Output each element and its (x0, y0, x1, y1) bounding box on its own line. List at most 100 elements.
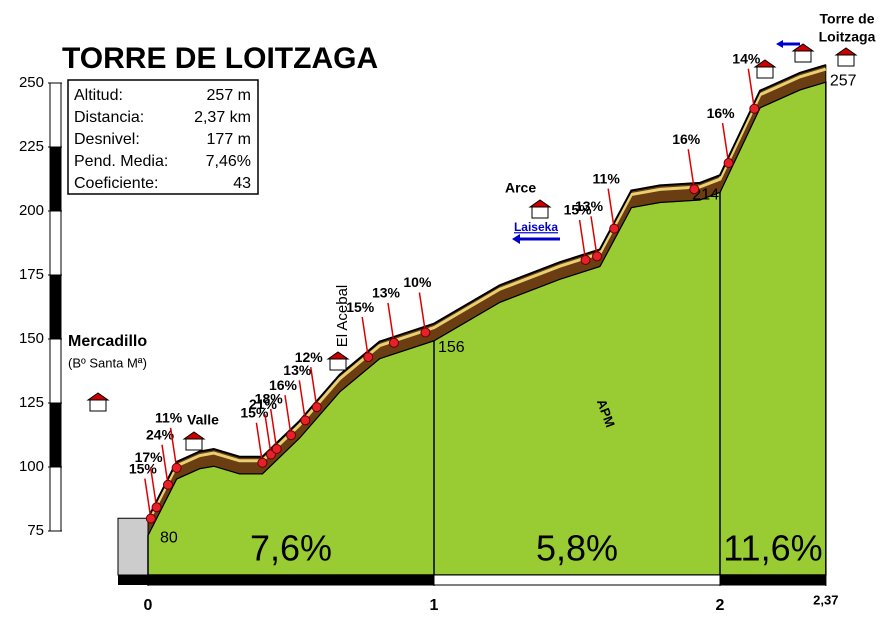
y-tick-label: 250 (19, 74, 44, 91)
grade-leader (144, 478, 152, 519)
y-axis-bar (49, 338, 62, 404)
x-tick-label: 0 (144, 597, 153, 614)
house-icon (794, 50, 812, 63)
stat-label: Desnivel: (74, 131, 140, 148)
grade-label: 15% (129, 460, 158, 476)
x-tick-label: 2,37 (813, 592, 838, 607)
arrow-head (776, 40, 783, 48)
stats-box (67, 79, 259, 195)
section-gradient: 7,6% (250, 528, 332, 569)
grade-leader (387, 302, 395, 343)
y-axis-bar (49, 146, 62, 212)
grade-dot (723, 158, 734, 169)
section-gradient: 5,8% (536, 528, 618, 569)
grade-dot (749, 103, 760, 114)
grade-label: 11% (155, 410, 183, 426)
grade-label: 13% (575, 198, 604, 214)
house-icon (531, 206, 549, 219)
stat-label: Pend. Media: (74, 153, 168, 170)
house-icon (185, 438, 203, 451)
y-tick-label: 125 (19, 394, 44, 411)
place-label: El Acebal (334, 285, 351, 348)
grade-dot (286, 430, 296, 441)
grade-dot (420, 327, 431, 338)
grade-leader (361, 316, 369, 358)
grade-label: 15% (564, 202, 593, 218)
grade-leader (149, 467, 158, 508)
house-icon (89, 399, 107, 412)
grade-leader (607, 188, 615, 229)
grade-leader (284, 395, 292, 436)
place-label: Laiseka (514, 220, 558, 234)
place-label: (Bº Santa Mª) (68, 355, 147, 370)
stat-label: Altitud: (74, 87, 123, 104)
x-tick-label: 1 (430, 597, 439, 614)
grade-dot (363, 352, 374, 363)
altitude-label: 257 (830, 72, 857, 89)
altitude-label: 80 (160, 529, 178, 546)
grade-dot (257, 457, 268, 468)
stat-value: 257 m (207, 87, 251, 104)
arrow-head (512, 234, 520, 244)
grade-dot (163, 479, 174, 490)
y-tick-label: 175 (19, 266, 44, 283)
profile-line (147, 64, 827, 519)
grade-label: 21% (249, 396, 278, 412)
house-icon (837, 54, 855, 67)
section-gradient: 11,6% (723, 528, 822, 569)
grade-label: 15% (346, 299, 375, 315)
house-roof (753, 59, 777, 68)
stat-value: 177 m (207, 131, 251, 148)
grade-dot (388, 337, 399, 348)
grade-dot (300, 415, 311, 426)
house-roof (834, 47, 858, 56)
grade-label: 24% (146, 426, 175, 442)
place-label: Arce (505, 180, 536, 196)
grade-leader (264, 414, 272, 455)
y-tick-label: 225 (19, 138, 44, 155)
grade-dot (145, 513, 156, 524)
place-label: Valle (187, 412, 219, 428)
house-roof (791, 43, 815, 52)
road-surface (146, 67, 827, 523)
grade-dot (271, 443, 282, 454)
grade-dot (311, 402, 322, 413)
stat-label: Coeficiente: (74, 175, 159, 192)
grade-dot (689, 184, 700, 195)
house-roof (326, 351, 350, 360)
grade-leader (687, 149, 696, 190)
stat-value: 7,46% (206, 153, 251, 170)
house-icon (329, 358, 347, 371)
stat-value: 2,37 km (194, 109, 251, 126)
y-axis-bar (49, 82, 62, 148)
grade-leader (309, 367, 318, 408)
grade-leader (578, 219, 587, 261)
grade-leader (418, 292, 427, 333)
grade-dot (171, 462, 182, 473)
grade-leader (161, 444, 169, 485)
grade-label: 14% (732, 50, 761, 66)
x-tick-label: 2 (716, 597, 725, 614)
start-block (117, 517, 149, 576)
y-axis-bar (49, 402, 62, 468)
place-label: Torre de (820, 11, 875, 27)
grade-leader (747, 68, 756, 109)
grade-leader (721, 122, 730, 164)
place-label: Mercadillo (68, 333, 147, 350)
grade-label: 15% (240, 404, 269, 420)
y-axis-bar (49, 466, 62, 532)
y-tick-label: 150 (19, 330, 44, 347)
grade-label: 16% (707, 105, 736, 121)
distance-bar (433, 574, 721, 586)
chart-title: TORRE DE LOITZAGA (62, 42, 378, 75)
grade-leader (255, 422, 264, 463)
grade-label: 13% (372, 285, 401, 301)
grade-label: 17% (135, 449, 164, 465)
grade-label: 10% (403, 274, 432, 290)
grade-label: 11% (593, 170, 621, 186)
grade-leader (269, 408, 278, 450)
grade-dot (580, 254, 591, 265)
grade-leader (169, 427, 178, 468)
y-axis-bar (49, 210, 62, 276)
